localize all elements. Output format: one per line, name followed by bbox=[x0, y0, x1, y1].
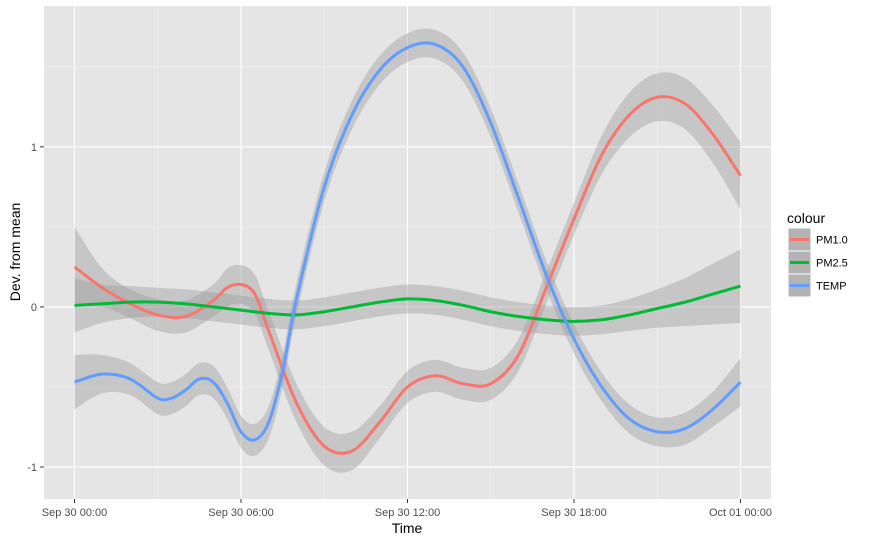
x-tick-label: Sep 30 06:00 bbox=[208, 507, 273, 519]
y-tick-label: 1 bbox=[31, 142, 37, 154]
line-temp bbox=[74, 41, 742, 442]
legend: colour PM1.0 PM2.5 TEMP bbox=[787, 210, 848, 298]
x-tick-label: Sep 30 12:00 bbox=[375, 507, 440, 519]
band-pm10 bbox=[74, 72, 741, 473]
x-tick-label: Oct 01 00:00 bbox=[709, 507, 772, 519]
x-tick-label: Sep 30 18:00 bbox=[541, 507, 606, 519]
x-axis: Sep 30 00:00 Sep 30 06:00 Sep 30 12:00 Sep … bbox=[42, 499, 772, 519]
legend-label: PM1.0 bbox=[816, 235, 848, 247]
x-tick-label: Sep 30 00:00 bbox=[42, 507, 107, 519]
y-tick-label: 0 bbox=[31, 302, 37, 314]
y-axis: -1 0 1 bbox=[27, 142, 44, 474]
line-pm10 bbox=[73, 95, 742, 455]
grid-major bbox=[44, 6, 771, 499]
legend-label: PM2.5 bbox=[816, 258, 848, 270]
x-axis-title: Time bbox=[392, 520, 423, 536]
y-tick-label: -1 bbox=[27, 462, 37, 474]
band-pm25 bbox=[74, 249, 741, 336]
legend-label: TEMP bbox=[816, 281, 847, 293]
line-pm25 bbox=[74, 284, 741, 323]
y-axis-title: Dev. from mean bbox=[7, 203, 23, 302]
confidence-bands bbox=[74, 28, 741, 473]
legend-title: colour bbox=[787, 210, 825, 226]
series-lines bbox=[73, 41, 742, 455]
band-temp bbox=[74, 28, 741, 457]
